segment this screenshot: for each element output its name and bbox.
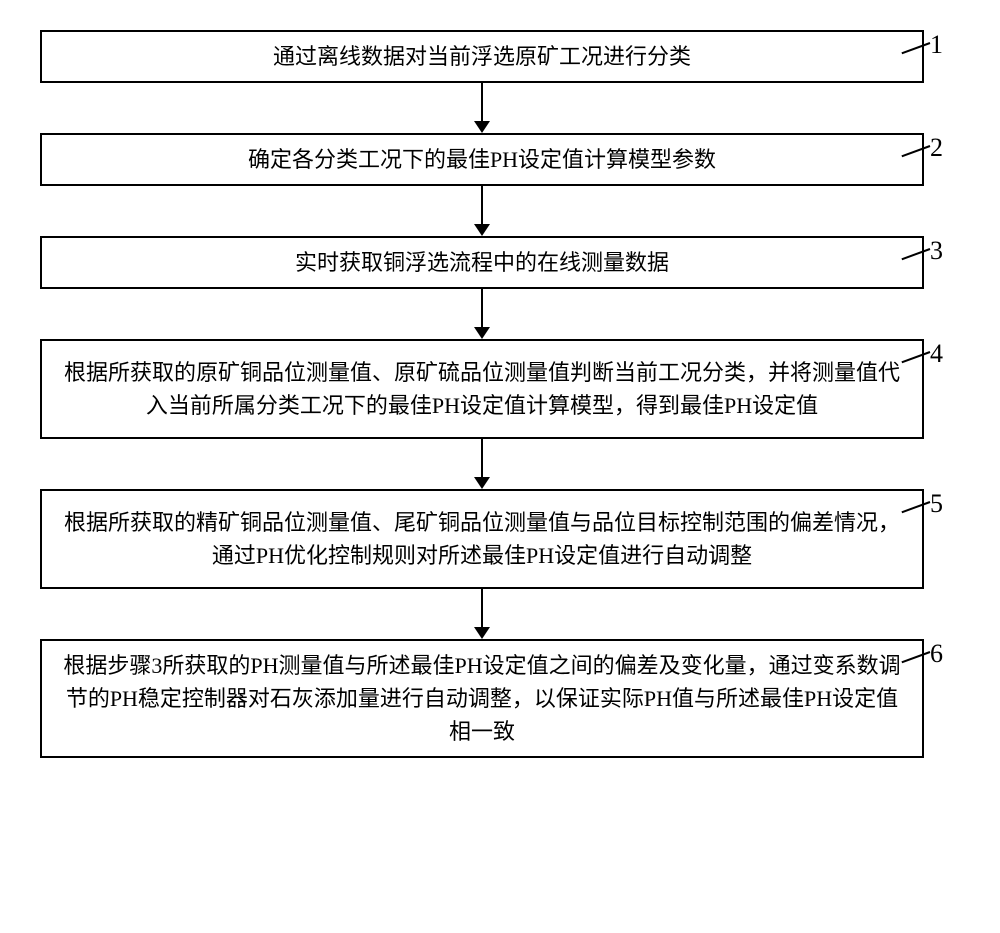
step-number: 4 (930, 339, 960, 369)
connector-wrap: 2 (924, 133, 960, 163)
step-number: 1 (930, 30, 960, 60)
step-box: 通过离线数据对当前浮选原矿工况进行分类 (40, 30, 924, 83)
arrow (22, 83, 942, 133)
step-box: 根据所获取的精矿铜品位测量值、尾矿铜品位测量值与品位目标控制范围的偏差情况，通过… (40, 489, 924, 589)
step-box: 确定各分类工况下的最佳PH设定值计算模型参数 (40, 133, 924, 186)
step-row-6: 根据步骤3所获取的PH测量值与所述最佳PH设定值之间的偏差及变化量，通过变系数调… (40, 639, 960, 758)
connector-wrap: 5 (924, 489, 960, 519)
step-number: 2 (930, 133, 960, 163)
step-row-5: 根据所获取的精矿铜品位测量值、尾矿铜品位测量值与品位目标控制范围的偏差情况，通过… (40, 489, 960, 589)
step-text: 根据所获取的原矿铜品位测量值、原矿硫品位测量值判断当前工况分类，并将测量值代入当… (56, 356, 908, 422)
flowchart-container: 通过离线数据对当前浮选原矿工况进行分类 1 确定各分类工况下的最佳PH设定值计算… (40, 30, 960, 758)
step-row-2: 确定各分类工况下的最佳PH设定值计算模型参数 2 (40, 133, 960, 186)
arrow-head-icon (474, 121, 490, 133)
arrow (22, 439, 942, 489)
arrow (22, 589, 942, 639)
arrow-line (481, 589, 483, 627)
arrow (22, 289, 942, 339)
arrow-line (481, 289, 483, 327)
step-box: 根据所获取的原矿铜品位测量值、原矿硫品位测量值判断当前工况分类，并将测量值代入当… (40, 339, 924, 439)
arrow-head-icon (474, 224, 490, 236)
arrow-line (481, 439, 483, 477)
step-row-1: 通过离线数据对当前浮选原矿工况进行分类 1 (40, 30, 960, 83)
arrow-line (481, 83, 483, 121)
step-row-4: 根据所获取的原矿铜品位测量值、原矿硫品位测量值判断当前工况分类，并将测量值代入当… (40, 339, 960, 439)
connector-wrap: 1 (924, 30, 960, 60)
step-number: 6 (930, 639, 960, 669)
step-text: 通过离线数据对当前浮选原矿工况进行分类 (273, 40, 691, 73)
step-number: 5 (930, 489, 960, 519)
step-number: 3 (930, 236, 960, 266)
arrow-head-icon (474, 627, 490, 639)
connector-wrap: 6 (924, 639, 960, 669)
arrow-head-icon (474, 327, 490, 339)
step-box: 根据步骤3所获取的PH测量值与所述最佳PH设定值之间的偏差及变化量，通过变系数调… (40, 639, 924, 758)
connector-wrap: 3 (924, 236, 960, 266)
connector-wrap: 4 (924, 339, 960, 369)
step-row-3: 实时获取铜浮选流程中的在线测量数据 3 (40, 236, 960, 289)
step-text: 根据步骤3所获取的PH测量值与所述最佳PH设定值之间的偏差及变化量，通过变系数调… (56, 649, 908, 748)
step-text: 确定各分类工况下的最佳PH设定值计算模型参数 (248, 143, 716, 176)
step-box: 实时获取铜浮选流程中的在线测量数据 (40, 236, 924, 289)
step-text: 实时获取铜浮选流程中的在线测量数据 (295, 246, 669, 279)
arrow-head-icon (474, 477, 490, 489)
arrow (22, 186, 942, 236)
arrow-line (481, 186, 483, 224)
step-text: 根据所获取的精矿铜品位测量值、尾矿铜品位测量值与品位目标控制范围的偏差情况，通过… (56, 506, 908, 572)
